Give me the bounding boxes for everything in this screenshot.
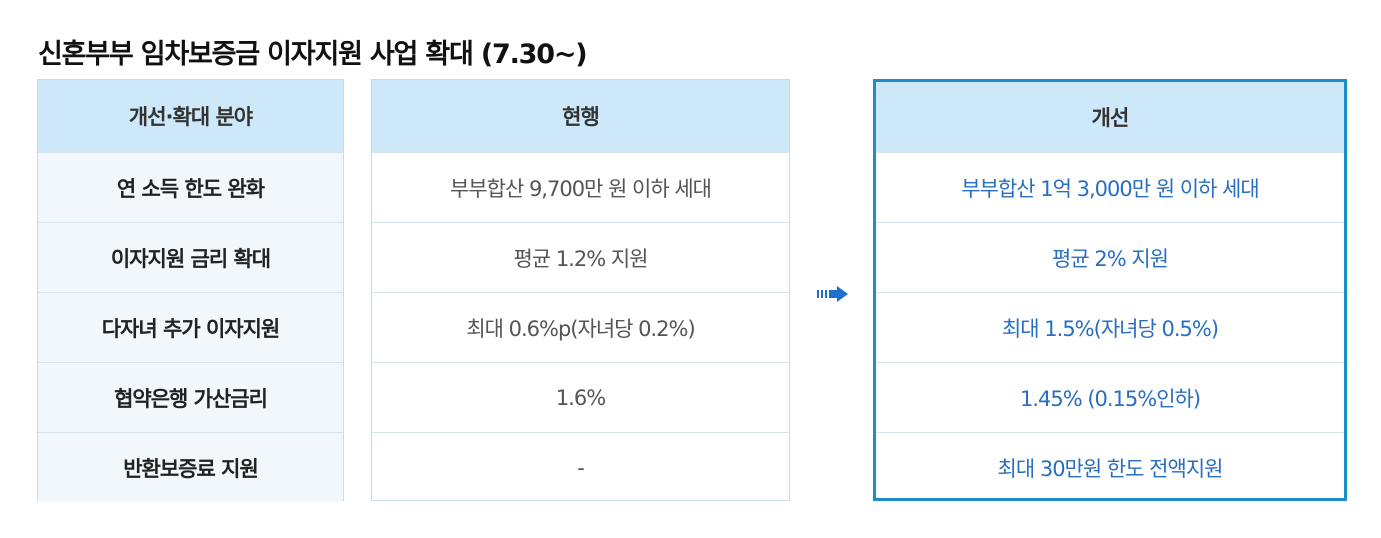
category-cell: 협약은행 가산금리: [38, 362, 343, 432]
current-cell: 평균 1.2% 지원: [372, 222, 789, 292]
improved-cell: 1.45% (0.15%인하): [876, 362, 1344, 432]
current-cell: 최대 0.6%p(자녀당 0.2%): [372, 292, 789, 362]
improved-cell: 평균 2% 지원: [876, 222, 1344, 292]
improved-column-header: 개선: [876, 82, 1344, 152]
page-title: 신혼부부 임차보증금 이자지원 사업 확대 (7.30~): [38, 39, 588, 70]
improved-cell: 부부합산 1억 3,000만 원 이하 세대: [876, 152, 1344, 222]
category-cell: 이자지원 금리 확대: [38, 222, 343, 292]
current-column: 현행 부부합산 9,700만 원 이하 세대 평균 1.2% 지원 최대 0.6…: [371, 79, 790, 501]
category-column: 개선·확대 분야 연 소득 한도 완화 이자지원 금리 확대 다자녀 추가 이자…: [37, 79, 344, 502]
improved-cell: 최대 30만원 한도 전액지원: [876, 432, 1344, 502]
category-cell: 연 소득 한도 완화: [38, 152, 343, 222]
right-arrow-icon: [817, 286, 848, 302]
improved-column: 개선 부부합산 1억 3,000만 원 이하 세대 평균 2% 지원 최대 1.…: [873, 79, 1347, 501]
current-cell: -: [372, 432, 789, 502]
category-column-header: 개선·확대 분야: [38, 80, 343, 152]
current-column-header: 현행: [372, 80, 789, 152]
current-cell: 부부합산 9,700만 원 이하 세대: [372, 152, 789, 222]
category-cell: 다자녀 추가 이자지원: [38, 292, 343, 362]
improved-cell: 최대 1.5%(자녀당 0.5%): [876, 292, 1344, 362]
current-cell: 1.6%: [372, 362, 789, 432]
category-cell: 반환보증료 지원: [38, 432, 343, 502]
